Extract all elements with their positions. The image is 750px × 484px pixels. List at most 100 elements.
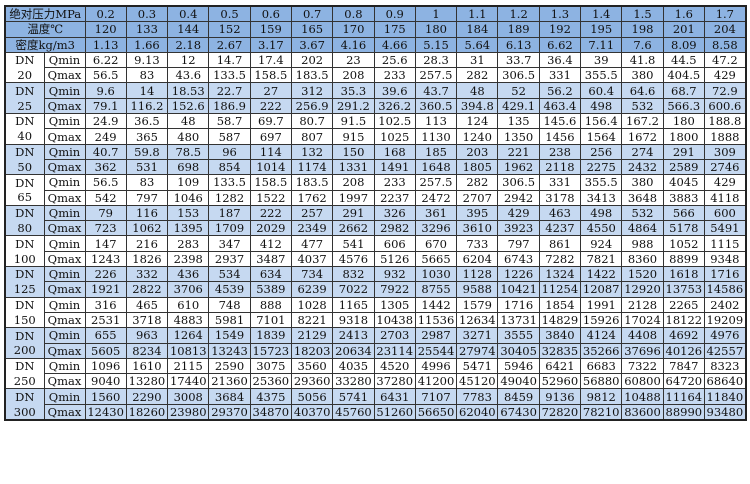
qmax-cell: 2822 xyxy=(125,281,169,298)
qmin-cell: 309 xyxy=(703,143,747,160)
qmin-cell: 1028 xyxy=(290,296,334,313)
qmin-cell: 3555 xyxy=(497,327,540,344)
qmax-cell: 34870 xyxy=(249,403,292,421)
qmin-cell: 33.7 xyxy=(497,51,540,69)
qmin-cell: 132 xyxy=(290,143,334,160)
qmin-cell: 7107 xyxy=(414,388,458,405)
qmin-cell: 14.7 xyxy=(208,51,251,69)
qmax-cell: 41200 xyxy=(414,373,458,390)
qmax-cell: 1282 xyxy=(208,189,251,206)
qmax-cell: 23114 xyxy=(373,342,416,359)
qmin-cell: 283 xyxy=(167,235,210,252)
qmax-cell: 365 xyxy=(125,128,169,145)
qmax-cell: 183.5 xyxy=(290,67,334,84)
qmin-cell: 395 xyxy=(456,204,499,222)
table-row-dn40-qmax: 40 Qmax 249 365 480 587 697 807 915 1025 1130 1240 1… xyxy=(4,128,747,145)
table-row-dn300-qmin: DN Qmin 1560 2290 3008 3684 4375 5056 5741 6431 71… xyxy=(4,388,747,405)
qmin-cell: 22.7 xyxy=(208,82,251,99)
qmax-cell: 30405 xyxy=(497,342,540,359)
density-row-cell: 8.58 xyxy=(703,36,747,53)
qmin-cell: 1549 xyxy=(208,327,251,344)
qmin-cell: 4035 xyxy=(332,357,375,375)
qmin-cell: 39 xyxy=(580,51,623,69)
density-row: 密度kg/m3 1.13 1.66 2.18 2.67 3.17 3.67 4.16 4.66 5… xyxy=(4,36,747,53)
qmin-cell: 331 xyxy=(538,174,582,191)
pressure-row-cell: 0.5 xyxy=(208,5,251,23)
qmax-cell: 19209 xyxy=(703,311,747,329)
qmax-cell: 8755 xyxy=(414,281,458,298)
qmax-cell: 42557 xyxy=(703,342,747,359)
qmax-cell: 4037 xyxy=(290,250,334,268)
qmax-cell: 133.5 xyxy=(208,67,251,84)
temperature-row-cell: 195 xyxy=(580,21,623,38)
qmax-cell: 4539 xyxy=(208,281,251,298)
pressure-row-cell: 0.4 xyxy=(167,5,210,23)
pressure-row-cell: 0.7 xyxy=(290,5,334,23)
qmax-cell: 2937 xyxy=(208,250,251,268)
dn-prefix-label: DN xyxy=(4,235,45,252)
qmax-cell: 79.1 xyxy=(84,97,127,115)
qmin-cell: 429 xyxy=(703,174,747,191)
qmax-cell: 326.2 xyxy=(373,97,416,115)
qmax-cell: 1800 xyxy=(662,128,705,145)
qmax-cell: 429.1 xyxy=(497,97,540,115)
qmax-cell: 6204 xyxy=(456,250,499,268)
temperature-row-cell: 189 xyxy=(497,21,540,38)
qmax-cell: 9348 xyxy=(703,250,747,268)
qmin-cell: 332 xyxy=(125,266,169,283)
qmax-cell: 25360 xyxy=(249,373,292,390)
density-row-cell: 1.13 xyxy=(84,36,127,53)
pressure-row-cell: 1.4 xyxy=(580,5,623,23)
qmin-cell: 541 xyxy=(332,235,375,252)
qmax-cell: 1014 xyxy=(249,158,292,176)
qmax-cell: 3718 xyxy=(125,311,169,329)
qmax-cell: 5126 xyxy=(373,250,416,268)
qmin-cell: 347 xyxy=(208,235,251,252)
qmin-cell: 963 xyxy=(125,327,169,344)
qmax-cell: 1997 xyxy=(332,189,375,206)
qmax-cell: 2942 xyxy=(497,189,540,206)
qmin-label: Qmin xyxy=(43,266,86,283)
dn-size-value: 125 xyxy=(4,281,45,298)
qmax-cell: 14586 xyxy=(703,281,747,298)
qmin-cell: 3271 xyxy=(456,327,499,344)
qmin-cell: 6431 xyxy=(373,388,416,405)
qmax-cell: 5605 xyxy=(84,342,127,359)
qmin-cell: 17.4 xyxy=(249,51,292,69)
qmin-cell: 5471 xyxy=(456,357,499,375)
density-row-cell: 3.17 xyxy=(249,36,292,53)
qmin-cell: 1096 xyxy=(84,357,127,375)
dn-prefix-label: DN xyxy=(4,327,45,344)
qmax-cell: 4576 xyxy=(332,250,375,268)
table-row-dn125-qmin: DN Qmin 226 332 436 534 634 734 832 932 1030 1128 12… xyxy=(4,266,747,283)
qmin-cell: 380 xyxy=(621,174,664,191)
qmin-cell: 91.5 xyxy=(332,113,375,130)
qmax-cell: 56880 xyxy=(580,373,623,390)
qmin-label: Qmin xyxy=(43,388,86,405)
qmin-cell: 1442 xyxy=(414,296,458,313)
qmax-cell: 1522 xyxy=(249,189,292,206)
qmax-cell: 18260 xyxy=(125,403,169,421)
qmin-cell: 12 xyxy=(167,51,210,69)
qmax-cell: 2589 xyxy=(662,158,705,176)
qmax-cell: 12634 xyxy=(456,311,499,329)
temperature-row-cell: 204 xyxy=(703,21,747,38)
qmin-cell: 59.8 xyxy=(125,143,169,160)
table-row-dn25-qmax: 25 Qmax 79.1 116.2 152.6 186.9 222 256.9 291.2 32… xyxy=(4,97,747,115)
qmax-cell: 1805 xyxy=(456,158,499,176)
qmax-cell: 8234 xyxy=(125,342,169,359)
qmin-cell: 83 xyxy=(125,174,169,191)
temperature-row-cell: 198 xyxy=(621,21,664,38)
density-row-cell: 7.6 xyxy=(621,36,664,53)
qmin-cell: 3075 xyxy=(249,357,292,375)
qmin-cell: 3008 xyxy=(167,388,210,405)
qmax-cell: 56.5 xyxy=(84,67,127,84)
density-row-cell: 1.66 xyxy=(125,36,169,53)
qmin-cell: 257 xyxy=(290,204,334,222)
qmin-cell: 257.5 xyxy=(414,174,458,191)
qmin-cell: 156.4 xyxy=(580,113,623,130)
qmin-cell: 2128 xyxy=(621,296,664,313)
qmin-cell: 168 xyxy=(373,143,416,160)
dn-prefix-label: DN xyxy=(4,296,45,313)
qmin-label: Qmin xyxy=(43,113,86,130)
